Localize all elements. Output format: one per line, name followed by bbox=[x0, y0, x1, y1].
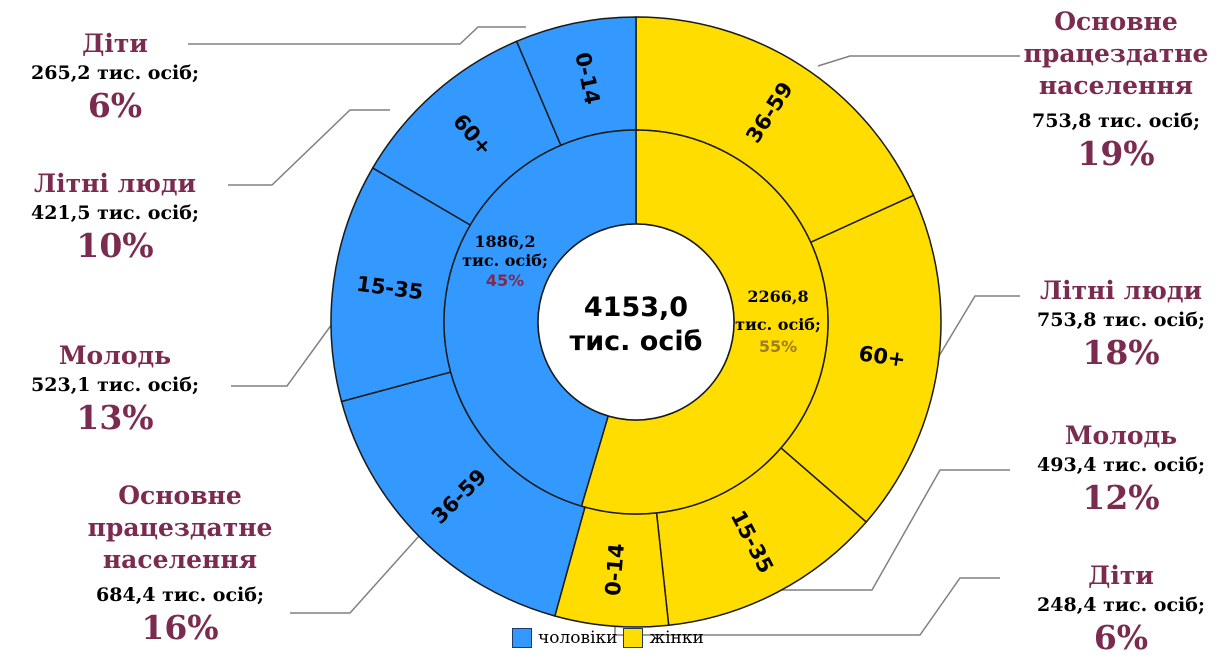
leader-line-women-elderly bbox=[932, 295, 1020, 367]
label-percent: 13% bbox=[76, 398, 154, 437]
label-name: населення bbox=[102, 545, 258, 574]
leader-line-men-working bbox=[290, 525, 429, 614]
label-percent: 6% bbox=[1093, 618, 1149, 657]
label-value: 493,4 тис. осіб; bbox=[1037, 454, 1205, 476]
label-percent: 12% bbox=[1082, 478, 1160, 517]
label-men-working: Основне працездатне населення 684,4 тис.… bbox=[70, 480, 290, 648]
outer-ring bbox=[330, 16, 942, 628]
leader-line-women-working bbox=[817, 55, 1020, 67]
label-percent: 19% bbox=[1077, 134, 1155, 173]
label-percent: 16% bbox=[141, 608, 219, 647]
label-percent: 6% bbox=[87, 86, 143, 125]
label-name: Основне bbox=[118, 481, 242, 510]
label-value: 684,4 тис. осіб; bbox=[96, 584, 264, 606]
label-value: 753,8 тис. осіб; bbox=[1032, 110, 1200, 132]
label-women-children: Діти 248,4 тис. осіб; 6% bbox=[1010, 560, 1232, 658]
label-women-youth: Молодь 493,4 тис. осіб; 12% bbox=[1010, 420, 1232, 518]
center-total-unit: тис. осіб bbox=[570, 326, 703, 357]
leader-line-men-elderly bbox=[228, 109, 390, 186]
leader-line-men-children bbox=[188, 26, 526, 45]
label-percent: 18% bbox=[1082, 333, 1160, 372]
label-name: Основне bbox=[1054, 7, 1178, 36]
label-name: Діти bbox=[82, 29, 148, 58]
label-value: 753,8 тис. осіб; bbox=[1037, 309, 1205, 331]
label-name: працездатне bbox=[87, 513, 273, 542]
donut-hole bbox=[537, 223, 735, 421]
label-men-children: Діти 265,2 тис. осіб; 6% bbox=[10, 28, 220, 126]
legend-swatch-men bbox=[512, 628, 532, 648]
legend-swatch-women bbox=[623, 628, 644, 648]
label-men-elderly: Літні люди 421,5 тис. осіб; 10% bbox=[5, 168, 225, 266]
women-total-percent: 55% bbox=[759, 337, 797, 356]
label-name: Молодь bbox=[58, 341, 172, 370]
label-men-youth: Молодь 523,1 тис. осіб; 13% bbox=[5, 340, 225, 438]
label-name: Літні люди bbox=[1039, 276, 1203, 305]
legend-item-men: чоловіки bbox=[512, 628, 617, 648]
leader-lines bbox=[188, 26, 1020, 636]
leader-line-women-children bbox=[614, 577, 1000, 636]
chart-legend: чоловіки жінки bbox=[512, 628, 710, 648]
label-women-elderly: Літні люди 753,8 тис. осіб; 18% bbox=[1010, 275, 1232, 373]
label-name: працездатне bbox=[1023, 39, 1209, 68]
label-value: 248,4 тис. осіб; bbox=[1037, 594, 1205, 616]
label-percent: 10% bbox=[76, 226, 154, 265]
women-total-value: 2266,8 bbox=[747, 287, 808, 306]
label-value: 523,1 тис. осіб; bbox=[31, 374, 199, 396]
label-value: 421,5 тис. осіб; bbox=[31, 202, 199, 224]
label-women-working: Основне працездатне населення 753,8 тис.… bbox=[1000, 6, 1232, 174]
men-total-percent: 45% bbox=[486, 271, 524, 290]
label-value: 265,2 тис. осіб; bbox=[31, 62, 199, 84]
legend-item-women: жінки bbox=[623, 628, 704, 648]
men-total-unit: тис. осіб; bbox=[462, 251, 548, 270]
label-name: населення bbox=[1038, 71, 1194, 100]
legend-label-men: чоловіки bbox=[538, 628, 618, 648]
legend-label-women: жінки bbox=[649, 628, 704, 648]
outer-segment-label: 0-14 bbox=[601, 542, 629, 596]
leader-line-women-youth bbox=[748, 469, 1010, 591]
label-name: Діти bbox=[1088, 561, 1154, 590]
inner-ring bbox=[443, 129, 829, 515]
leader-line-men-youth bbox=[231, 323, 333, 387]
men-total-value: 1886,2 bbox=[474, 232, 535, 251]
women-total-unit: тис. осіб; bbox=[735, 315, 821, 334]
label-name: Молодь bbox=[1064, 421, 1178, 450]
center-total-value: 4153,0 bbox=[584, 292, 688, 323]
label-name: Літні люди bbox=[33, 169, 197, 198]
